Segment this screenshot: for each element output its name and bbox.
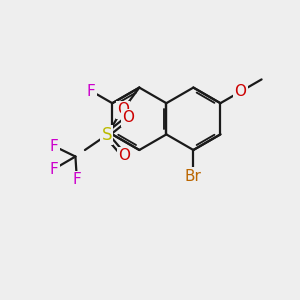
Text: O: O — [118, 148, 130, 164]
Text: F: F — [50, 161, 58, 176]
Text: Br: Br — [185, 169, 202, 184]
Text: S: S — [101, 126, 112, 144]
Text: F: F — [50, 139, 58, 154]
Text: O: O — [117, 102, 129, 117]
Text: O: O — [122, 110, 134, 125]
Text: F: F — [87, 83, 96, 98]
Text: F: F — [73, 172, 81, 187]
Text: O: O — [235, 84, 247, 99]
